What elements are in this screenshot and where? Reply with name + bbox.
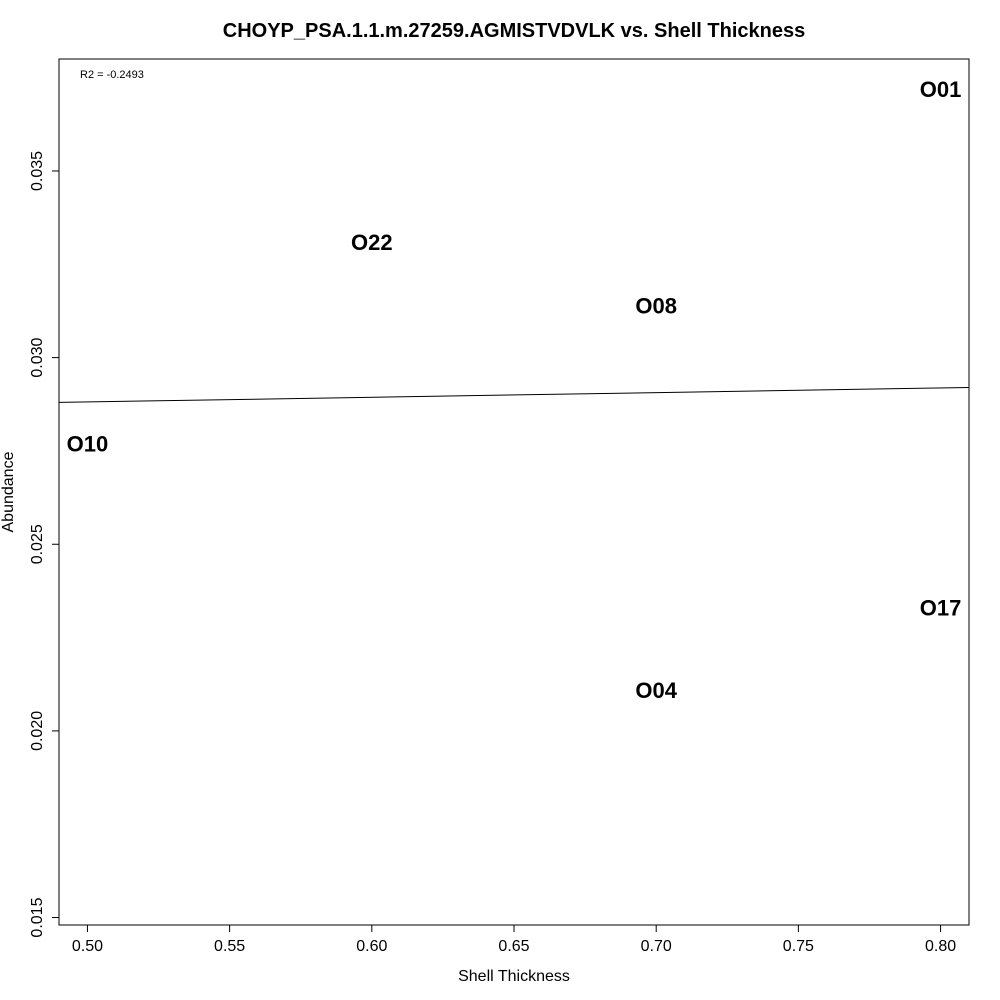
y-tick-label: 0.035 — [29, 151, 46, 191]
point-label: O10 — [67, 431, 109, 456]
x-tick-label: 0.65 — [498, 938, 529, 955]
x-tick-label: 0.70 — [641, 938, 672, 955]
x-tick-label: 0.50 — [72, 938, 103, 955]
y-tick-label: 0.020 — [29, 711, 46, 751]
point-label: O08 — [635, 293, 677, 318]
y-tick-label: 0.030 — [29, 338, 46, 378]
r2-annotation: R2 = -0.2493 — [80, 69, 144, 81]
y-tick-label: 0.015 — [29, 897, 46, 937]
data-points: O01 O22 O08 O10 O17 O04 — [67, 77, 962, 703]
y-axis-label: Abundance — [0, 451, 17, 532]
x-tick-label: 0.55 — [214, 938, 245, 955]
regression-line — [58, 386, 970, 403]
point-label: O04 — [635, 678, 677, 703]
point-label: O17 — [920, 596, 962, 621]
y-axis: 0.015 0.020 0.025 0.030 0.035 — [29, 151, 59, 938]
x-tick-label: 0.60 — [356, 938, 387, 955]
chart-title: CHOYP_PSA.1.1.m.27259.AGMISTVDVLK vs. Sh… — [223, 20, 805, 42]
point-label: O22 — [351, 230, 393, 255]
x-axis-label: Shell Thickness — [458, 968, 570, 985]
x-tick-label: 0.75 — [783, 938, 814, 955]
x-axis: 0.50 0.55 0.60 0.65 0.70 0.75 0.80 — [72, 925, 956, 955]
point-label: O01 — [920, 77, 962, 102]
y-tick-label: 0.025 — [29, 524, 46, 564]
x-tick-label: 0.80 — [925, 938, 956, 955]
regression-line-group — [58, 386, 970, 403]
